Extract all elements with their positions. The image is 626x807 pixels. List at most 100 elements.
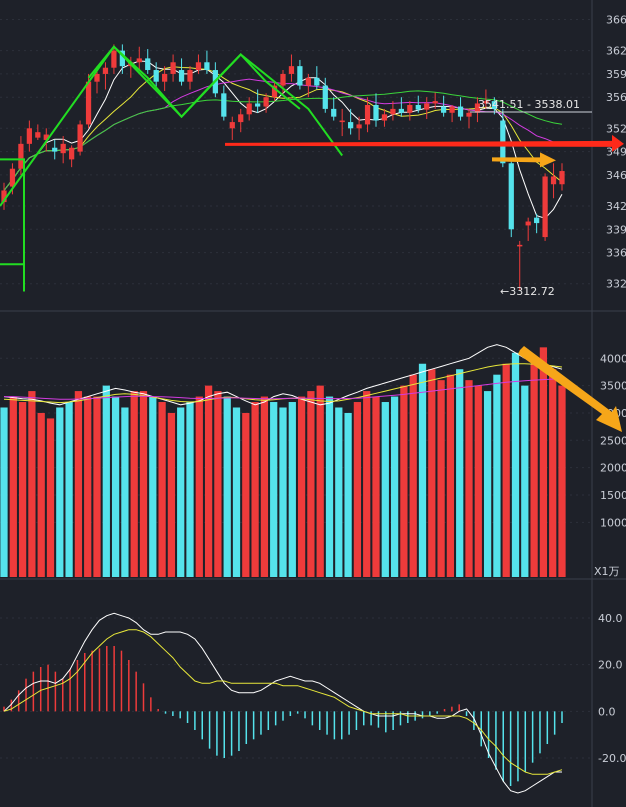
volume-bar [530, 363, 538, 577]
volume-down-arrow [518, 346, 622, 432]
candle-body [339, 120, 345, 123]
candle-body [331, 108, 337, 117]
candle-body [85, 81, 92, 125]
price-tick-label: 349 [606, 146, 626, 159]
candle-body [238, 114, 244, 123]
volume-bar [74, 391, 83, 577]
volume-bar [214, 391, 222, 577]
macd-dif-line [3, 612, 562, 794]
support-arrow [225, 134, 624, 152]
volume-bar [56, 407, 64, 577]
candle-body [466, 112, 472, 117]
candle-body [162, 73, 168, 82]
volume-bar [9, 396, 17, 577]
macd-dea-line [3, 629, 563, 775]
volume-bar [260, 396, 269, 577]
candle-body [178, 70, 185, 82]
candle-body [60, 143, 66, 154]
price-tick-label: 339 [606, 223, 626, 236]
volume-bar [446, 374, 455, 577]
volume-bar [195, 396, 203, 577]
candle-body [271, 85, 278, 98]
volume-bar [474, 385, 482, 577]
volume-bar [400, 385, 408, 577]
candle-body [297, 66, 303, 86]
candle-body [69, 147, 75, 160]
trend-box-line [0, 158, 25, 292]
candle-body [18, 143, 24, 169]
candle-body [43, 134, 49, 140]
candle-body [111, 50, 117, 68]
volume-bar [84, 396, 92, 577]
volume-bar [483, 391, 492, 577]
candle-body [483, 101, 489, 104]
candle-body [204, 62, 210, 71]
candle-body [94, 73, 100, 82]
candle-body [153, 70, 159, 82]
candle-body [441, 106, 447, 113]
candle-body [364, 105, 371, 125]
volume-bar [111, 396, 120, 577]
volume-bar [558, 385, 566, 577]
volume-bar [223, 396, 231, 577]
volume-bar [37, 412, 45, 577]
volume-bar [511, 352, 520, 577]
volume-tick-label: 2500 [600, 434, 626, 447]
volume-bar [93, 396, 101, 577]
volume-bar [18, 402, 27, 577]
candle-body [255, 103, 261, 107]
price-tick-label: 362 [606, 45, 626, 58]
candle-body [356, 124, 362, 129]
volume-tick-label: 4000 [600, 352, 626, 365]
volume-bar [139, 391, 148, 577]
volume-bar [428, 369, 436, 577]
candle-body [390, 108, 396, 115]
volume-bar [46, 418, 55, 577]
volume-bar [549, 369, 557, 577]
volume-bar [251, 402, 259, 577]
low-label: ←3312.72 [500, 285, 555, 298]
candle-body [322, 85, 328, 109]
volume-bar [353, 402, 362, 577]
candle-body [449, 106, 455, 113]
volume-bar [288, 402, 296, 577]
volume-tick-label: 3500 [600, 380, 626, 393]
candle-body [398, 108, 404, 113]
price-target-arrow [492, 152, 556, 168]
candle-body [246, 103, 252, 115]
volume-unit-label: X1万 [594, 565, 620, 578]
volume-bar [149, 396, 157, 577]
candle-body [542, 176, 548, 238]
volume-bar [204, 385, 213, 577]
candle-body [314, 77, 320, 86]
volume-bar [325, 396, 334, 577]
volume-bar [390, 396, 399, 577]
volume-ma-magenta-line [4, 378, 563, 400]
ma60-line [3, 90, 563, 191]
candle-body [517, 244, 523, 247]
candle-body [305, 77, 311, 86]
price-tick-label: 332 [606, 278, 626, 291]
macd-tick-label: 20.0 [598, 659, 623, 672]
candle-body [474, 103, 481, 113]
candle-body [348, 122, 354, 129]
volume-bar [242, 412, 250, 577]
macd-tick-label: 40.0 [598, 612, 623, 625]
candle-body [457, 106, 464, 117]
candle-body [288, 66, 295, 74]
candle-body [559, 171, 565, 185]
volume-bar [437, 380, 445, 577]
price-tick-label: 336 [606, 247, 626, 260]
volume-bar [186, 402, 194, 577]
candle-body [229, 122, 235, 129]
volume-bar [177, 407, 185, 577]
candle-body [373, 105, 379, 121]
volume-bar [363, 391, 371, 577]
candle-body [35, 132, 41, 138]
volume-bar [502, 363, 510, 577]
volume-bar [270, 402, 278, 577]
volume-bar [307, 391, 315, 577]
candle-body [534, 217, 540, 224]
volume-bar [65, 402, 73, 577]
